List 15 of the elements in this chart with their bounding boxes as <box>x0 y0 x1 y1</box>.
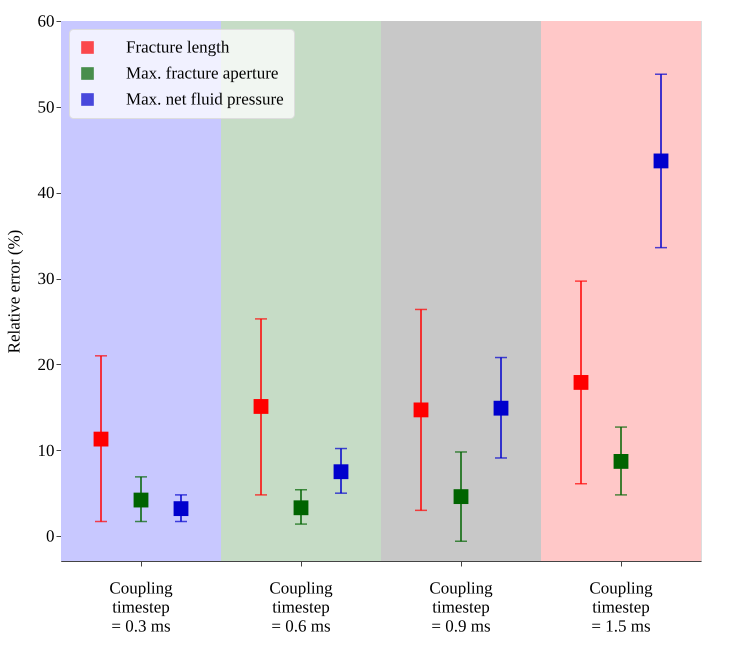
x-tick-label: Coupling timestep = 0.9 ms <box>429 578 494 636</box>
y-tick-label: 0 <box>46 526 54 546</box>
x-tick-label: Coupling timestep = 0.6 ms <box>269 578 334 636</box>
legend-label: Max. net fluid pressure <box>126 90 284 108</box>
y-tick-label: 50 <box>38 97 54 116</box>
legend-label: Fracture length <box>126 38 230 56</box>
y-tick-label: 60 <box>38 12 54 30</box>
legend-label: Max. fracture aperture <box>126 64 278 82</box>
y-tick-label: 30 <box>38 269 54 288</box>
y-tick-label: 20 <box>38 354 54 374</box>
x-tick-label: Coupling timestep = 0.3 ms <box>109 578 174 636</box>
x-tick-label: Coupling timestep = 1.5 ms <box>589 578 654 636</box>
y-tick-label: 40 <box>38 183 54 202</box>
y-tick-label: 10 <box>38 440 54 460</box>
y-axis-title: Relative error (%) <box>4 230 24 354</box>
